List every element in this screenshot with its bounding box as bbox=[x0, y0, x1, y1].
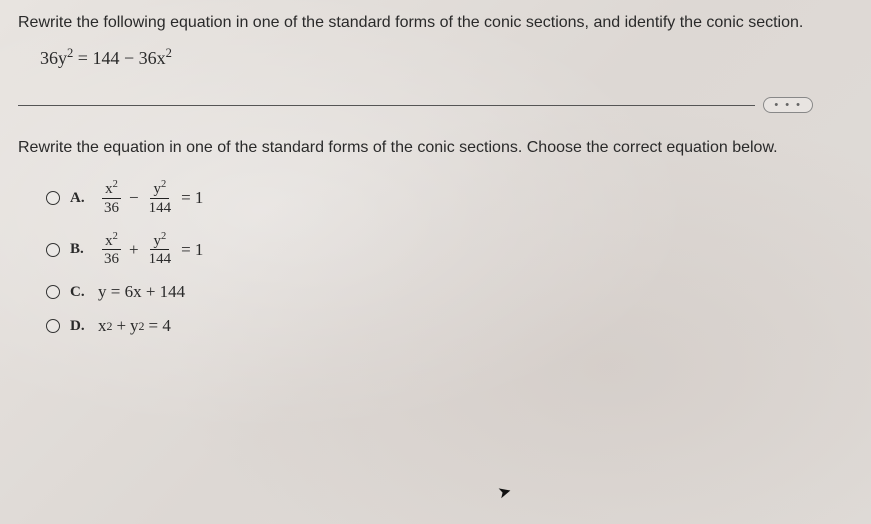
option-d-equation: x2 + y2 = 4 bbox=[98, 316, 175, 336]
question-prompt-2: Rewrite the equation in one of the stand… bbox=[18, 139, 853, 157]
answer-options: A. x236 − y2144 = 1 B. x236 + y2144 = 1 … bbox=[46, 179, 853, 336]
option-b-equation: x236 + y2144 = 1 bbox=[98, 231, 207, 269]
option-d-label: D. bbox=[70, 318, 88, 335]
radio-b[interactable] bbox=[46, 243, 60, 257]
option-b-label: B. bbox=[70, 241, 88, 258]
option-c-label: C. bbox=[70, 284, 88, 301]
question-prompt-1: Rewrite the following equation in one of… bbox=[18, 12, 853, 34]
cursor-icon: ➤ bbox=[496, 481, 514, 504]
option-a[interactable]: A. x236 − y2144 = 1 bbox=[46, 179, 853, 217]
option-a-equation: x236 − y2144 = 1 bbox=[98, 179, 207, 217]
divider-line bbox=[18, 105, 755, 106]
main-equation: 36y2 = 144 − 36x2 bbox=[40, 46, 853, 69]
option-c[interactable]: C. y = 6x + 144 bbox=[46, 282, 853, 302]
option-a-label: A. bbox=[70, 190, 88, 207]
section-divider: • • • bbox=[18, 97, 853, 113]
radio-c[interactable] bbox=[46, 285, 60, 299]
more-badge[interactable]: • • • bbox=[763, 97, 813, 113]
radio-a[interactable] bbox=[46, 191, 60, 205]
radio-d[interactable] bbox=[46, 319, 60, 333]
option-c-equation: y = 6x + 144 bbox=[98, 282, 185, 302]
option-d[interactable]: D. x2 + y2 = 4 bbox=[46, 316, 853, 336]
option-b[interactable]: B. x236 + y2144 = 1 bbox=[46, 231, 853, 269]
